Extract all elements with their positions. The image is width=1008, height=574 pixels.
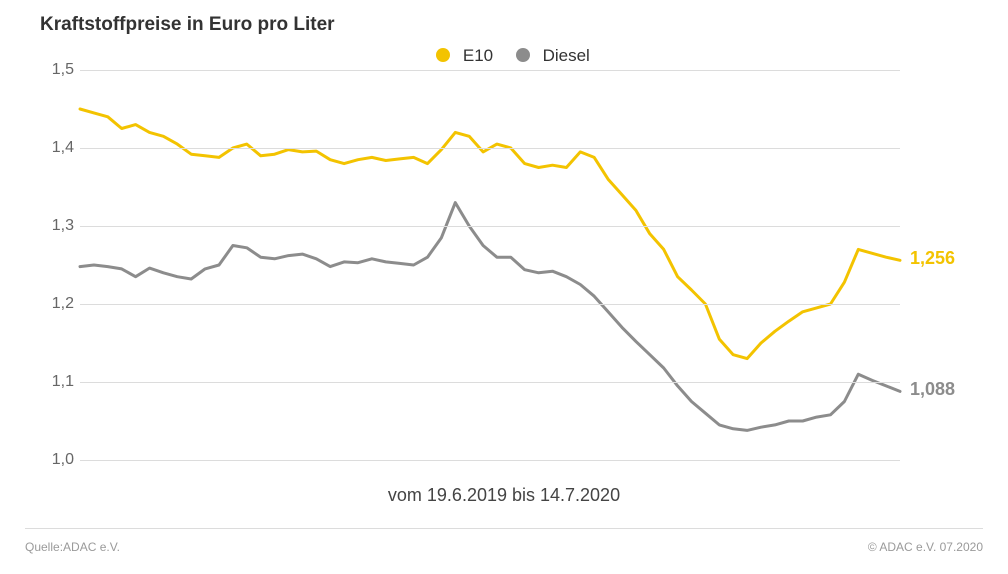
footer-source: Quelle:ADAC e.V. [25, 540, 120, 554]
legend-label-diesel: Diesel [543, 46, 590, 65]
chart-title: Kraftstoffpreise in Euro pro Liter [40, 14, 335, 36]
x-caption: vom 19.6.2019 bis 14.7.2020 [0, 485, 1008, 506]
y-tick-label: 1,2 [40, 295, 74, 313]
grid-line [80, 460, 900, 461]
legend-label-e10: E10 [463, 46, 493, 65]
series-line-diesel [80, 203, 900, 431]
plot-area: 1,01,11,21,31,41,5 [80, 70, 900, 460]
end-label-diesel: 1,088 [910, 379, 955, 400]
grid-line [80, 148, 900, 149]
grid-line [80, 70, 900, 71]
chart-container: Kraftstoffpreise in Euro pro Liter E10 D… [0, 0, 1008, 574]
footer-copyright: © ADAC e.V. 07.2020 [868, 540, 983, 554]
y-tick-label: 1,4 [40, 139, 74, 157]
series-line-e10 [80, 109, 900, 359]
grid-line [80, 304, 900, 305]
grid-line [80, 226, 900, 227]
grid-line [80, 382, 900, 383]
y-tick-label: 1,3 [40, 217, 74, 235]
y-tick-label: 1,5 [40, 61, 74, 79]
y-tick-label: 1,1 [40, 373, 74, 391]
y-tick-label: 1,0 [40, 451, 74, 469]
chart-area: 1,01,11,21,31,41,5 1,256 1,088 [40, 70, 968, 460]
end-label-e10: 1,256 [910, 248, 955, 269]
legend-swatch-diesel [516, 48, 530, 62]
line-layer [80, 70, 900, 460]
legend: E10 Diesel [0, 46, 1008, 66]
legend-swatch-e10 [436, 48, 450, 62]
footer-divider [25, 528, 983, 529]
